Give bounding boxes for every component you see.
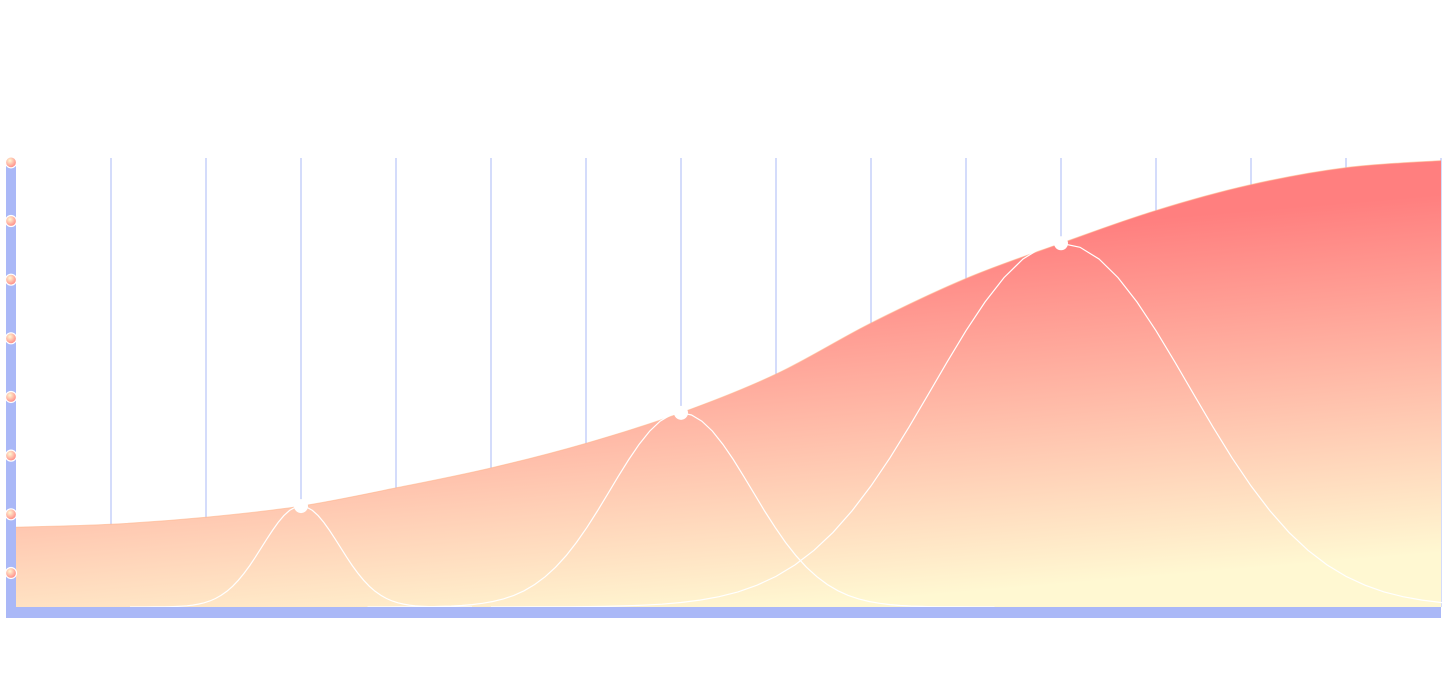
peak-point (294, 499, 308, 514)
area-edge (15, 160, 1442, 528)
y-tick-dot (4, 508, 18, 521)
y-axis (6, 160, 16, 618)
peak-point (1054, 236, 1068, 251)
peak-point (674, 405, 688, 420)
x-axis (6, 607, 1441, 618)
y-tick-dot (4, 332, 18, 345)
y-tick-dot (4, 566, 18, 580)
area (16, 160, 1441, 607)
y-tick-dot (4, 449, 18, 462)
y-tick-dot (4, 390, 18, 404)
y-tick-dot (4, 273, 18, 286)
y-tick-dot (4, 214, 18, 228)
y-tick-dot (4, 156, 18, 169)
